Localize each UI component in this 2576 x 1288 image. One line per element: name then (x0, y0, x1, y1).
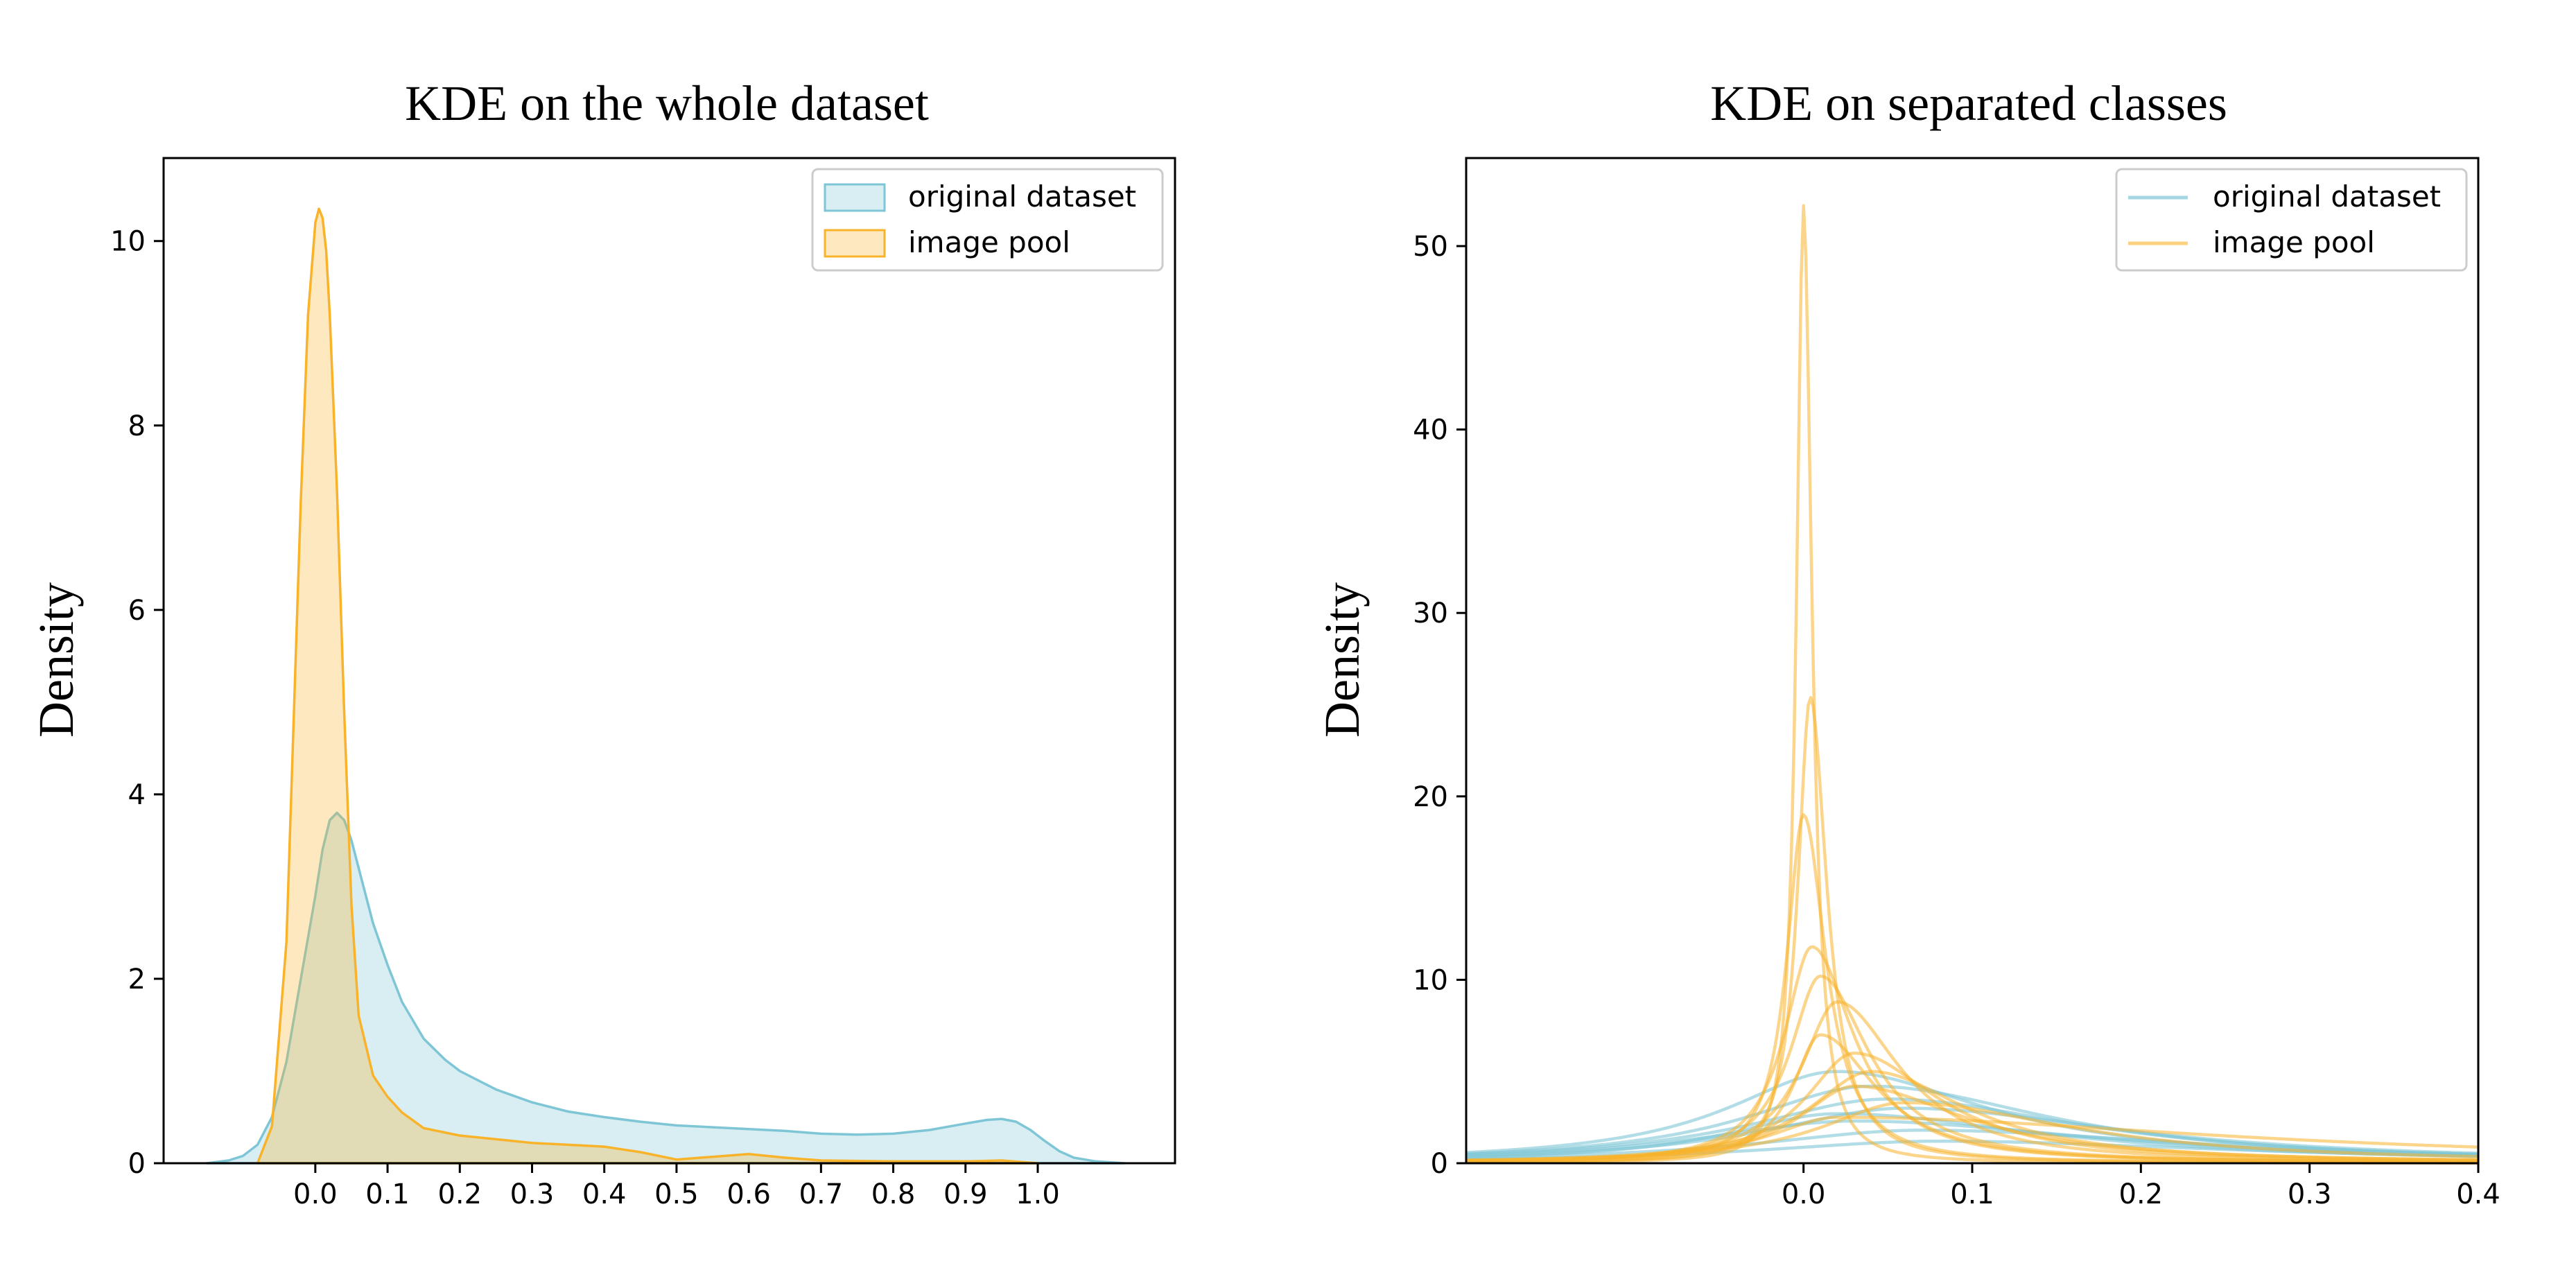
legend-box (2115, 168, 2468, 272)
axis-ticks: 0.0 0.1 0.2 0.3 0.4 0.5 0.6 0.7 0.8 0.9 1.0 0 2 4 6 8 10 (110, 226, 1060, 1210)
legend-swatch-pool (824, 229, 886, 258)
x-tick-label: 0.3 (2288, 1178, 2332, 1210)
kde-area-image-pool (256, 207, 1039, 1165)
plot-frame (162, 157, 1176, 1165)
x-tick-label: 0.7 (799, 1178, 844, 1210)
y-tick-label: 0 (1431, 1148, 1448, 1180)
y-tick-label: 10 (110, 226, 146, 258)
y-tick-label: 0 (128, 1148, 146, 1180)
chart-title: KDE on separated classes (1710, 76, 2227, 131)
x-tick-label: 0.0 (1782, 1178, 1826, 1210)
plot-frame (1465, 157, 2480, 1165)
legend-label-pool: image pool (908, 225, 1070, 259)
x-tick-label: 0.8 (871, 1178, 916, 1210)
y-tick-label: 40 (1413, 415, 1448, 446)
kde-curve-original-class (1466, 1129, 2479, 1160)
legend: original dataset image pool (2115, 168, 2468, 272)
y-tick-label: 30 (1413, 598, 1448, 629)
y-tick-label: 4 (128, 779, 146, 811)
legend: original dataset image pool (811, 168, 1164, 272)
legend-label-pool: image pool (2213, 225, 2375, 259)
x-tick-label: 0.4 (2456, 1178, 2500, 1210)
legend-label-original: original dataset (908, 180, 1136, 214)
chart-title: KDE on the whole dataset (405, 76, 929, 131)
x-tick-label: 0.2 (2119, 1178, 2164, 1210)
x-tick-label: 0.3 (510, 1178, 555, 1210)
x-tick-label: 0.5 (654, 1178, 699, 1210)
legend-label-original: original dataset (2213, 180, 2441, 214)
x-tick-label: 0.9 (943, 1178, 988, 1210)
y-tick-label: 50 (1413, 231, 1448, 263)
y-tick-label: 6 (128, 595, 146, 627)
kde-separated-classes-panel: KDE on separated classes Density 0.0 0.1 0… (1314, 76, 2500, 1210)
y-axis-label: Density (28, 582, 84, 738)
y-axis-label: Density (1314, 582, 1370, 738)
y-tick-label: 20 (1413, 781, 1448, 813)
y-tick-label: 2 (128, 964, 146, 995)
legend-box (811, 168, 1164, 272)
y-tick-label: 8 (128, 410, 146, 442)
legend-swatch-original (824, 183, 886, 212)
x-tick-label: 1.0 (1016, 1178, 1060, 1210)
kde-area-original-dataset (205, 811, 1126, 1165)
plot-area (205, 207, 1126, 1165)
kde-whole-dataset-panel: KDE on the whole dataset Density 0.0 0.1 0… (28, 76, 1176, 1210)
axis-ticks: 0.0 0.1 0.2 0.3 0.4 0 10 20 30 40 50 (1413, 231, 2500, 1210)
x-tick-label: 0.1 (1950, 1178, 1994, 1210)
kde-curve-image-pool-class (1465, 1115, 2479, 1163)
x-tick-label: 0.2 (437, 1178, 482, 1210)
kde-curve-image-pool-class (1466, 1033, 2478, 1164)
y-tick-label: 10 (1413, 964, 1448, 996)
x-tick-label: 0.0 (293, 1178, 338, 1210)
x-tick-label: 0.6 (726, 1178, 771, 1210)
x-tick-label: 0.4 (582, 1178, 627, 1210)
x-tick-label: 0.1 (365, 1178, 410, 1210)
